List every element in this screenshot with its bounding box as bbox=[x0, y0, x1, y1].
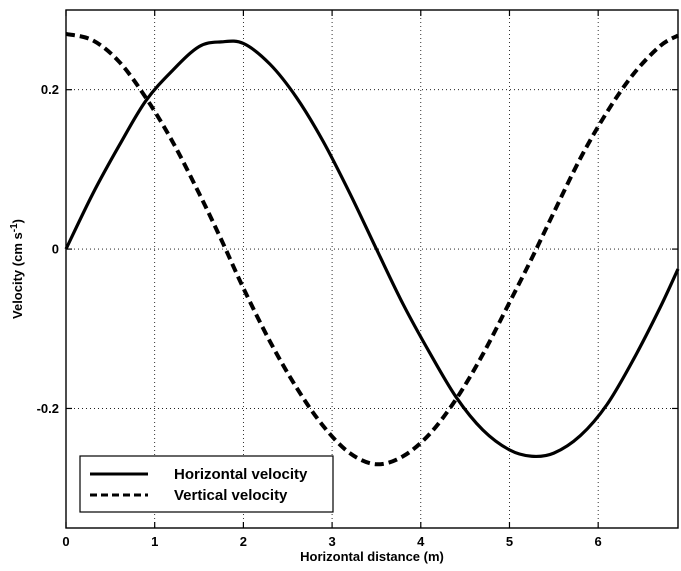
y-tick-label: 0 bbox=[52, 242, 59, 257]
plot-frame bbox=[65, 9, 679, 529]
legend-label-horizontal-velocity: Horizontal velocity bbox=[174, 466, 308, 483]
x-tick-label: 1 bbox=[151, 534, 158, 549]
x-tick-label: 6 bbox=[595, 534, 602, 549]
x-tick-label: 2 bbox=[240, 534, 247, 549]
y-tick-label: -0.2 bbox=[37, 401, 59, 416]
y-axis-label-close: ) bbox=[10, 219, 25, 223]
x-tick-label: 4 bbox=[417, 534, 425, 549]
y-axis-label-main: Velocity (cm s bbox=[10, 232, 25, 319]
x-tick-label: 3 bbox=[328, 534, 335, 549]
y-axis-label-superscript: -1 bbox=[9, 223, 20, 232]
y-tick-label: 0.2 bbox=[41, 82, 59, 97]
x-axis-label: Horizontal distance (m) bbox=[300, 549, 444, 564]
series-layer bbox=[64, 31, 680, 467]
y-axis-label: Velocity (cm s-1) bbox=[9, 219, 25, 319]
axis-ticks: 0 1 2 3 4 5 6 -0.2 0 0.2 bbox=[37, 10, 678, 549]
series-line-horizontal-velocity bbox=[64, 39, 680, 459]
series-line-vertical-velocity bbox=[65, 31, 680, 467]
x-tick-label: 0 bbox=[62, 534, 69, 549]
legend: Horizontal velocity Vertical velocity bbox=[79, 455, 334, 513]
x-tick-label: 5 bbox=[506, 534, 513, 549]
legend-box bbox=[79, 455, 334, 513]
legend-label-vertical-velocity: Vertical velocity bbox=[174, 487, 288, 504]
